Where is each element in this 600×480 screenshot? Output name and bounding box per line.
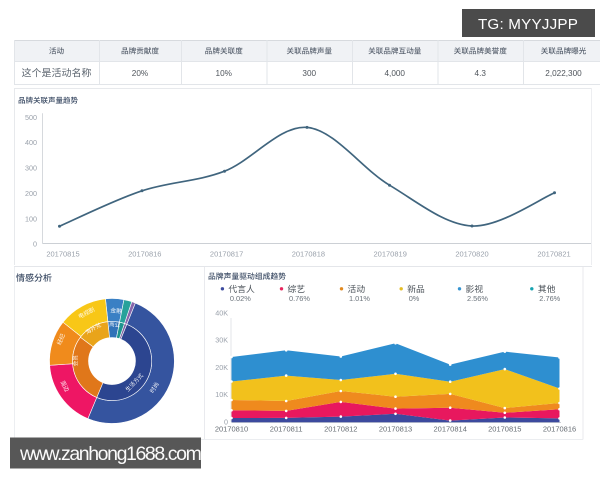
svg-text:20170816: 20170816 <box>543 425 576 434</box>
svg-text:2.76%: 2.76% <box>539 294 560 303</box>
svg-text:30K: 30K <box>215 336 228 345</box>
svg-text:20170810: 20170810 <box>215 425 248 434</box>
svg-text:1.01%: 1.01% <box>349 294 370 303</box>
svg-text:20170814: 20170814 <box>434 425 467 434</box>
svg-text:20170818: 20170818 <box>292 250 325 259</box>
svg-text:0.02%: 0.02% <box>230 294 251 303</box>
svg-text:200: 200 <box>25 189 37 198</box>
svg-text:10%: 10% <box>216 69 232 78</box>
svg-text:20170819: 20170819 <box>374 250 407 259</box>
svg-text:4,000: 4,000 <box>385 69 406 78</box>
svg-text:www.zanhong1688.com: www.zanhong1688.com <box>19 443 201 465</box>
svg-text:20170817: 20170817 <box>210 250 243 259</box>
svg-text:300: 300 <box>25 164 37 173</box>
svg-text:20170813: 20170813 <box>379 425 412 434</box>
svg-text:2.56%: 2.56% <box>467 294 488 303</box>
svg-text:400: 400 <box>25 138 37 147</box>
svg-text:20170820: 20170820 <box>455 250 488 259</box>
svg-text:4.3: 4.3 <box>475 69 487 78</box>
svg-text:20170812: 20170812 <box>324 425 357 434</box>
svg-text:2,022,300: 2,022,300 <box>545 69 582 78</box>
svg-text:0: 0 <box>33 240 37 249</box>
svg-text:20%: 20% <box>132 69 148 78</box>
svg-text:500: 500 <box>25 113 37 122</box>
svg-text:20170811: 20170811 <box>270 425 303 434</box>
svg-text:20170815: 20170815 <box>488 425 521 434</box>
svg-text:20170821: 20170821 <box>537 250 570 259</box>
svg-text:0%: 0% <box>409 294 420 303</box>
svg-text:10K: 10K <box>215 390 228 399</box>
svg-text:TG: MYYJJPP: TG: MYYJJPP <box>478 16 578 33</box>
svg-text:20170815: 20170815 <box>46 250 79 259</box>
svg-text:20170816: 20170816 <box>128 250 161 259</box>
svg-text:20K: 20K <box>215 363 228 372</box>
svg-text:0: 0 <box>224 418 228 427</box>
svg-text:40K: 40K <box>215 308 228 317</box>
svg-text:300: 300 <box>302 69 316 78</box>
svg-text:0.76%: 0.76% <box>289 294 310 303</box>
svg-text:100: 100 <box>25 214 37 223</box>
